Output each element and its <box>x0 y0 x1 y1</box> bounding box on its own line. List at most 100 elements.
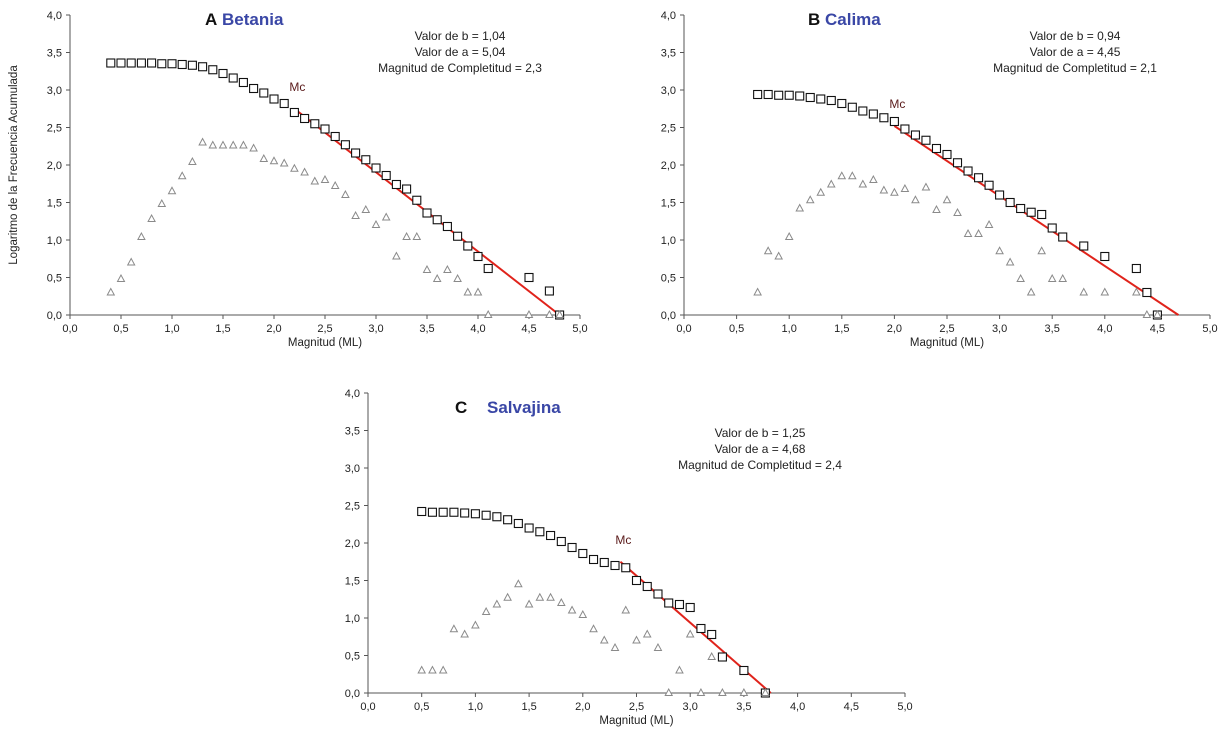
cumulative-point <box>1005 197 1015 208</box>
x-tick-label: 1,0 <box>164 323 179 335</box>
y-tick-label: 3,5 <box>661 48 676 60</box>
incremental-point <box>784 231 794 240</box>
x-tick-label: 3,0 <box>368 323 383 335</box>
cumulative-point <box>1037 209 1047 220</box>
cumulative-point <box>381 170 391 181</box>
cumulative-point <box>218 68 228 79</box>
stat-line: Valor de a = 4,45 <box>1030 45 1121 59</box>
cumulative-point <box>879 113 889 123</box>
incremental-point <box>1100 287 1110 296</box>
incremental-point <box>483 309 493 318</box>
cumulative-point <box>177 59 187 70</box>
incremental-point <box>1047 273 1057 282</box>
y-tick-label: 3,0 <box>47 85 62 97</box>
incremental-point <box>106 287 116 296</box>
incremental-point <box>1142 309 1152 318</box>
cumulative-point <box>567 542 577 553</box>
cumulative-point <box>371 163 381 173</box>
incremental-point <box>1037 246 1047 255</box>
cumulative-point <box>653 589 663 599</box>
panel-c-salvajina: 0,0 0,5 1,0 1,5 2,0 2,5 3,0 3,5 4,0 0,0 0,5 1,0 1,5 2… <box>345 388 913 727</box>
cumulative-point <box>503 515 513 525</box>
cumulative-point <box>300 113 310 124</box>
incremental-point <box>753 287 762 296</box>
y-tick-label: 2,0 <box>47 160 62 172</box>
incremental-point <box>218 140 228 149</box>
cumulative-point <box>631 575 642 586</box>
mc-label: Mc <box>889 97 905 111</box>
cumulative-point <box>289 107 299 118</box>
incremental-point <box>228 140 238 149</box>
cumulative-point <box>470 509 480 519</box>
cumulative-point <box>402 184 412 194</box>
panel-b-calima: 0,0 0,5 1,0 1,5 2,0 2,5 3,0 3,5 4,0 0,0 0,5 1,0 1,5 2… <box>661 10 1218 349</box>
panel-letter: A <box>205 10 217 29</box>
incremental-point <box>460 629 469 638</box>
incremental-point <box>417 665 427 674</box>
cumulative-point <box>269 94 279 104</box>
cumulative-point <box>361 155 371 165</box>
incremental-point <box>524 599 534 608</box>
incremental-point <box>1058 273 1068 282</box>
incremental-point <box>1016 273 1025 282</box>
incremental-point <box>890 187 899 196</box>
x-tick-label: 0,5 <box>414 701 429 713</box>
x-tick-label: 0,0 <box>360 701 375 713</box>
incremental-point <box>371 219 381 228</box>
incremental-point <box>546 592 555 601</box>
cumulative-point <box>208 65 218 75</box>
cumulative-point <box>422 208 432 218</box>
incremental-point <box>664 687 674 696</box>
cumulative-point <box>1100 251 1110 262</box>
y-tick-label: 2,0 <box>661 160 676 172</box>
cumulative-point <box>1131 263 1141 274</box>
x-tick-label: 1,5 <box>521 701 536 713</box>
incremental-point <box>1026 287 1036 296</box>
cumulative-point <box>1058 232 1068 242</box>
cumulative-point <box>621 563 631 573</box>
incremental-point <box>837 171 847 180</box>
cumulative-point <box>664 598 674 608</box>
incremental-point <box>589 624 598 633</box>
incremental-point <box>826 179 836 188</box>
y-tick-label: 2,5 <box>47 123 62 135</box>
cumulative-point <box>847 102 857 112</box>
cumulative-point <box>126 58 136 68</box>
cumulative-point <box>442 221 452 232</box>
incremental-point <box>707 651 717 660</box>
y-tick-label: 0,0 <box>47 310 62 322</box>
incremental-point <box>177 171 187 180</box>
cumulative-point <box>544 286 554 296</box>
cumulative-point <box>1142 287 1152 298</box>
incremental-point <box>974 228 983 237</box>
incremental-point <box>953 207 962 216</box>
cumulative-point <box>784 90 794 100</box>
y-tick-label: 3,0 <box>661 85 676 97</box>
x-tick-label: 2,5 <box>629 701 644 713</box>
incremental-point <box>310 176 320 185</box>
y-tick-label: 2,5 <box>345 501 360 513</box>
incremental-point <box>392 251 401 260</box>
cumulative-point <box>427 507 437 517</box>
cumulative-point <box>774 90 784 100</box>
y-tick-label: 0,5 <box>661 273 676 285</box>
incremental-point <box>761 687 770 696</box>
cumulative-point <box>481 510 491 520</box>
incremental-point <box>1079 287 1089 296</box>
incremental-point <box>269 156 279 165</box>
cumulative-point <box>889 116 899 127</box>
x-tick-label: 2,0 <box>887 323 902 335</box>
y-tick-label: 1,5 <box>661 198 676 210</box>
cumulative-point <box>340 140 350 150</box>
y-tick-label: 4,0 <box>47 10 62 22</box>
incremental-point <box>963 228 973 237</box>
cumulative-point <box>249 83 259 94</box>
cumulative-point <box>228 73 238 83</box>
incremental-point <box>795 203 805 212</box>
cumulative-point <box>546 530 556 541</box>
incremental-point <box>126 257 136 266</box>
stat-line: Valor de a = 5,04 <box>415 45 506 59</box>
cumulative-point <box>535 527 545 537</box>
incremental-point <box>642 629 652 638</box>
incremental-point <box>763 246 773 255</box>
